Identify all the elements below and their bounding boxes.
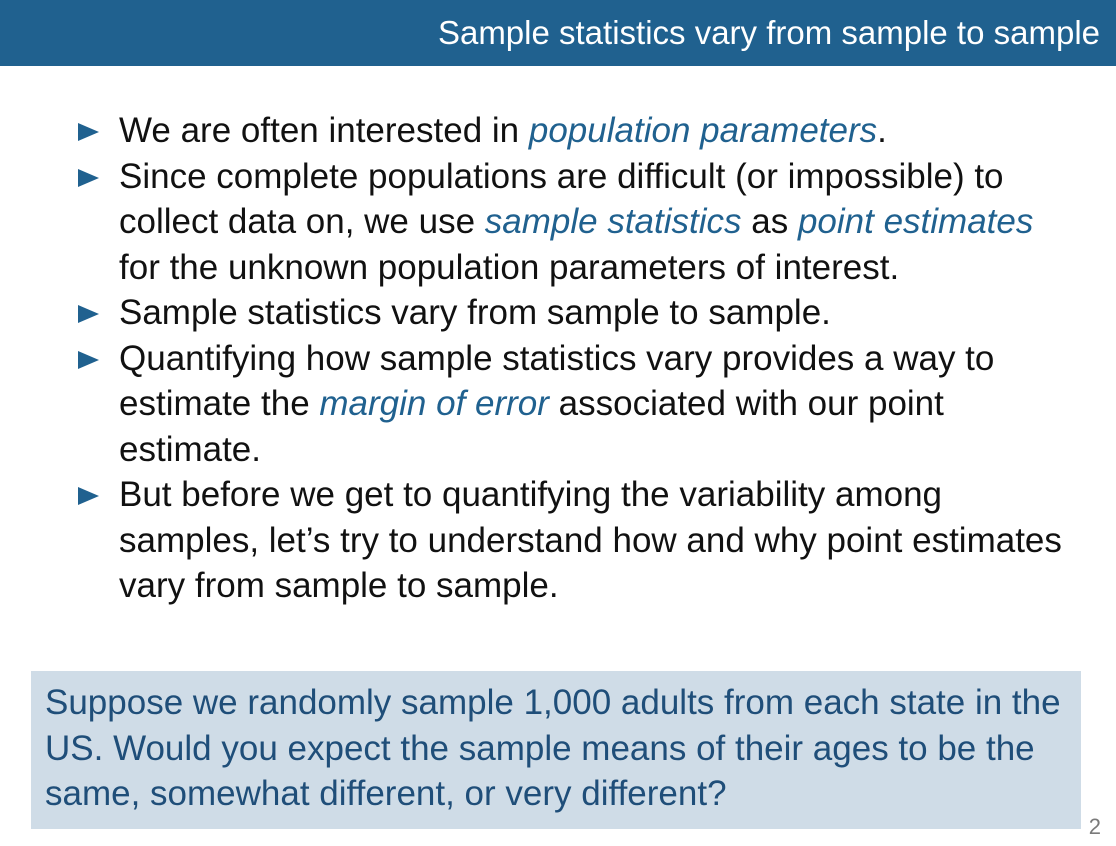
bullet-text: Quantifying how sample statistics vary p… bbox=[119, 338, 995, 424]
bullet-text: Sample statistics vary from sample to sa… bbox=[119, 293, 831, 332]
title-bar: Sample statistics vary from sample to sa… bbox=[0, 0, 1116, 66]
bullet-item: But before we get to quantifying the var… bbox=[78, 472, 1078, 609]
bullet-text: We are often interested in bbox=[119, 111, 529, 150]
bullet-arrow-icon bbox=[78, 487, 99, 505]
bullet-item: Sample statistics vary from sample to sa… bbox=[78, 290, 1078, 336]
bullet-arrow-icon bbox=[78, 123, 99, 141]
slide-title: Sample statistics vary from sample to sa… bbox=[437, 14, 1100, 51]
emphasized-term: population parameters bbox=[528, 111, 878, 150]
bullet-item: We are often interested in population pa… bbox=[78, 108, 1078, 154]
page-number: 2 bbox=[1088, 814, 1101, 839]
bullet-arrow-icon bbox=[78, 305, 99, 323]
bullet-item: Since complete populations are difficult… bbox=[78, 154, 1078, 291]
bullet-text: associated with our point estimate. bbox=[119, 384, 944, 469]
emphasized-term: margin of error bbox=[319, 384, 549, 423]
bullet-arrow-icon bbox=[78, 168, 99, 187]
bullet-text: for the unknown population parameters of… bbox=[119, 247, 900, 287]
bullet-arrow-icon bbox=[78, 350, 99, 369]
bullet-item: Quantifying how sample statistics vary p… bbox=[78, 336, 1078, 473]
bullet-text: . bbox=[877, 111, 887, 150]
question-text: Suppose we randomly sample 1,000 adults … bbox=[45, 683, 1061, 813]
bullet-text: Since complete populations are difficult… bbox=[119, 156, 1004, 242]
bullet-text: as bbox=[741, 202, 798, 241]
question-box: Suppose we randomly sample 1,000 adults … bbox=[31, 671, 1081, 829]
bullet-text: But before we get to quantifying the var… bbox=[119, 475, 1062, 605]
emphasized-term: sample statistics bbox=[484, 202, 742, 241]
bullet-list: We are often interested in population pa… bbox=[78, 108, 1078, 609]
emphasized-term: point estimates bbox=[797, 202, 1034, 241]
